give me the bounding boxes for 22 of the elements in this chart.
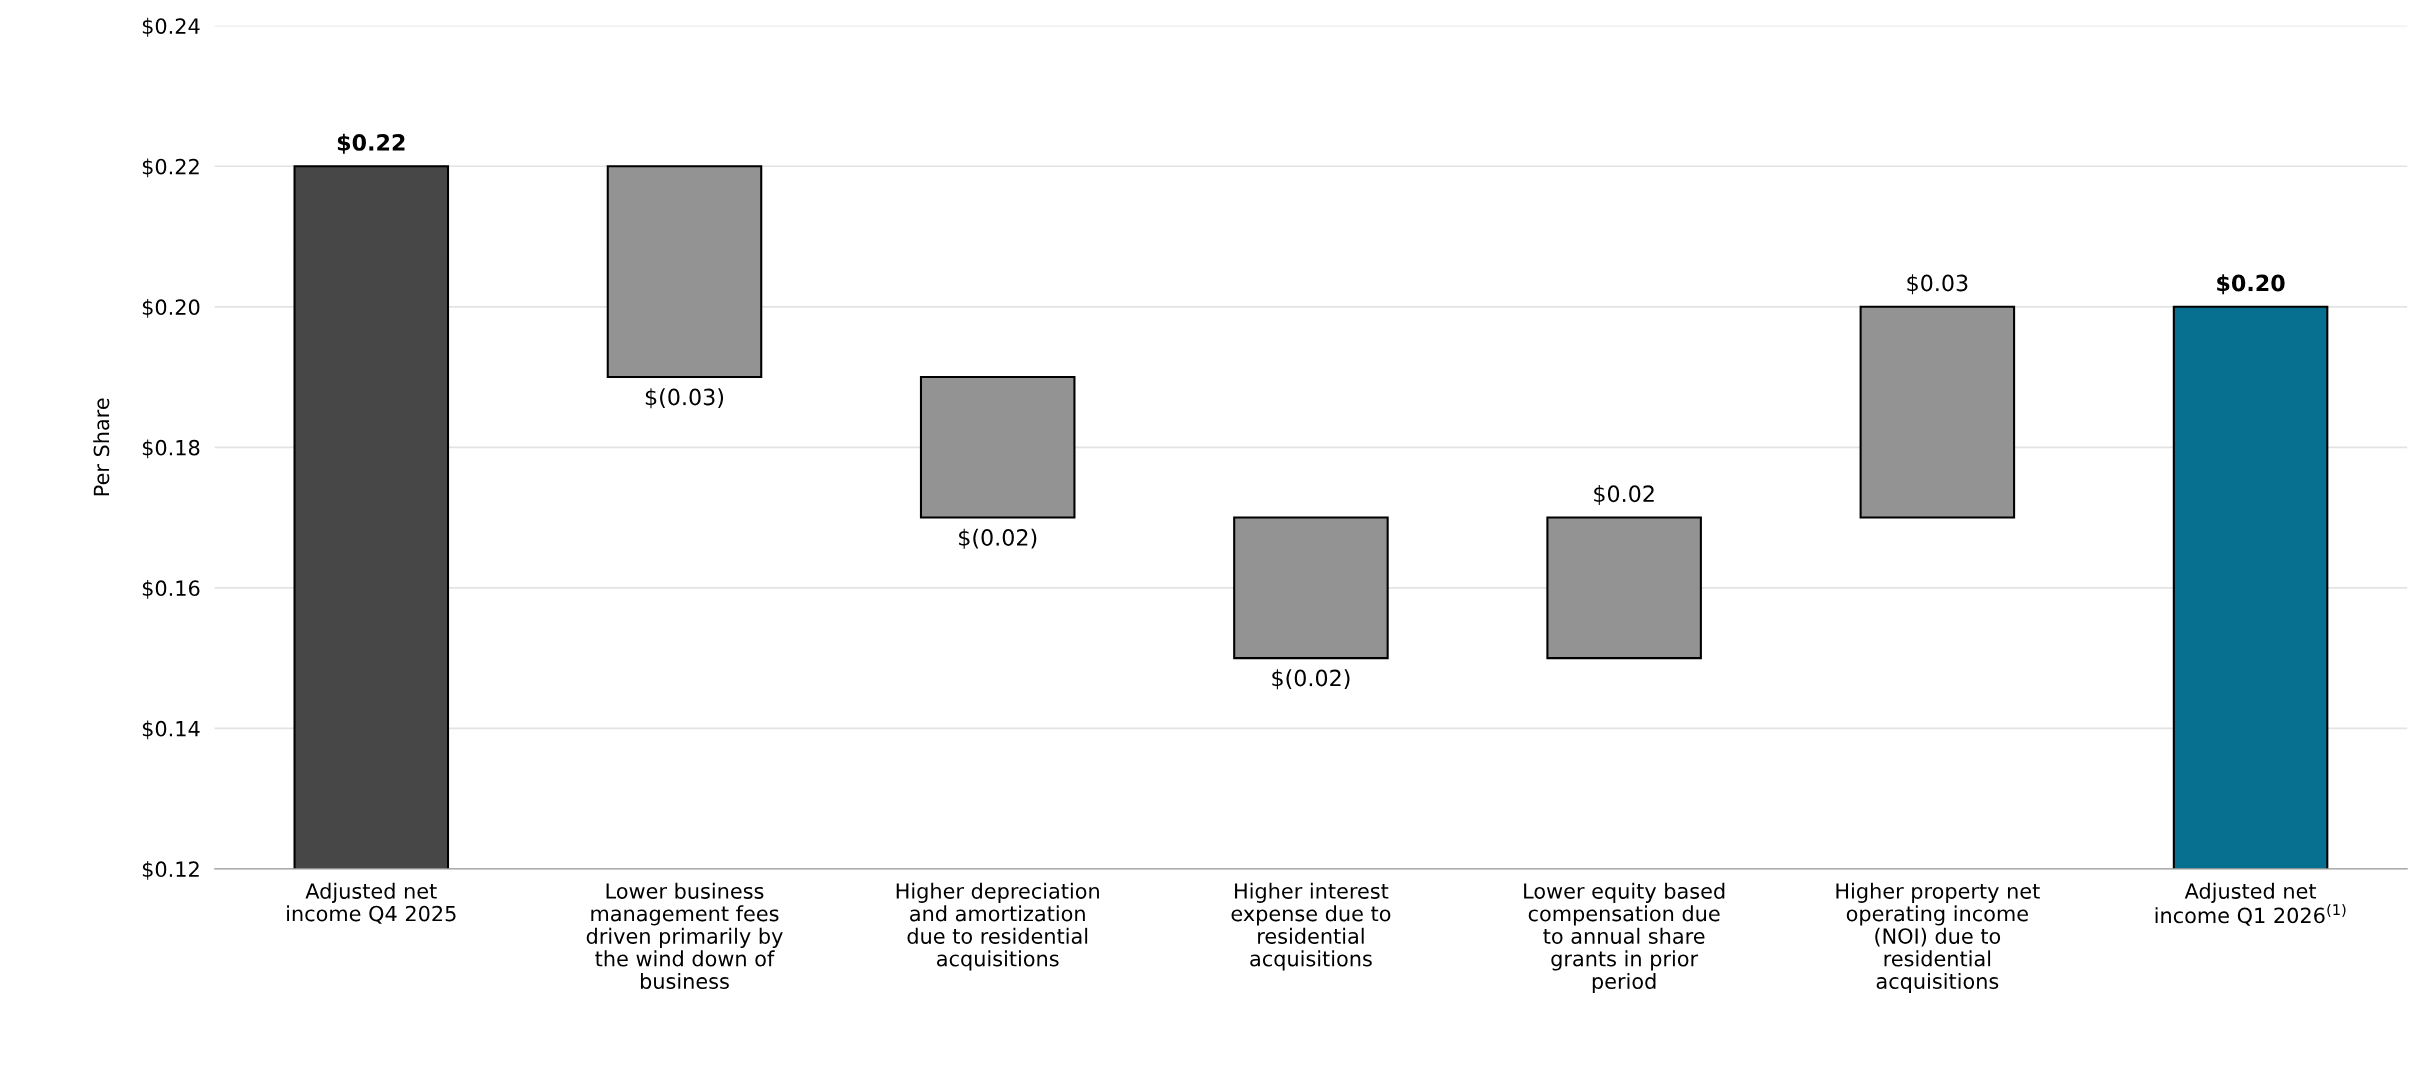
data-label: $0.02 (1594, 484, 1654, 506)
y-tick-label: $0.12 (142, 860, 199, 880)
x-tick-label: Lower business management fees driven primarily by the wind down of business (586, 882, 783, 990)
data-label: $0.20 (2217, 274, 2285, 295)
y-tick-label: $0.22 (142, 158, 199, 178)
y-tick-label: $0.24 (142, 17, 200, 37)
data-label: $(0.02) (1272, 669, 1350, 690)
x-tick-label: Lower equity based compensation due to annual share grants in prior period (1524, 882, 1725, 994)
x-tick-label: Higher depreciation and amortization due to residential acquisitions (896, 882, 1099, 971)
y-tick-label: $0.18 (142, 439, 200, 459)
x-tick-label: Adjusted net income Q1 2026$^{(1)}$ (2155, 882, 2346, 926)
data-label: $(0.03) (645, 388, 724, 409)
data-label: $0.22 (337, 133, 405, 154)
y-tick-label: $0.14 (142, 720, 200, 740)
data-label: $0.03 (1907, 274, 1968, 295)
x-tick-label: Adjusted net income Q4 2025 (287, 882, 456, 924)
y-tick-label: $0.20 (142, 298, 200, 318)
x-tick-label: Higher interest expense due to residential acquisitions (1231, 882, 1391, 971)
y-axis-title: Per Share (93, 398, 110, 496)
data-label: $(0.02) (959, 528, 1037, 549)
x-tick-label: Higher property net operating income (NOI) due to residential acquisitions (1836, 882, 2040, 994)
y-tick-label: $0.16 (142, 579, 200, 599)
